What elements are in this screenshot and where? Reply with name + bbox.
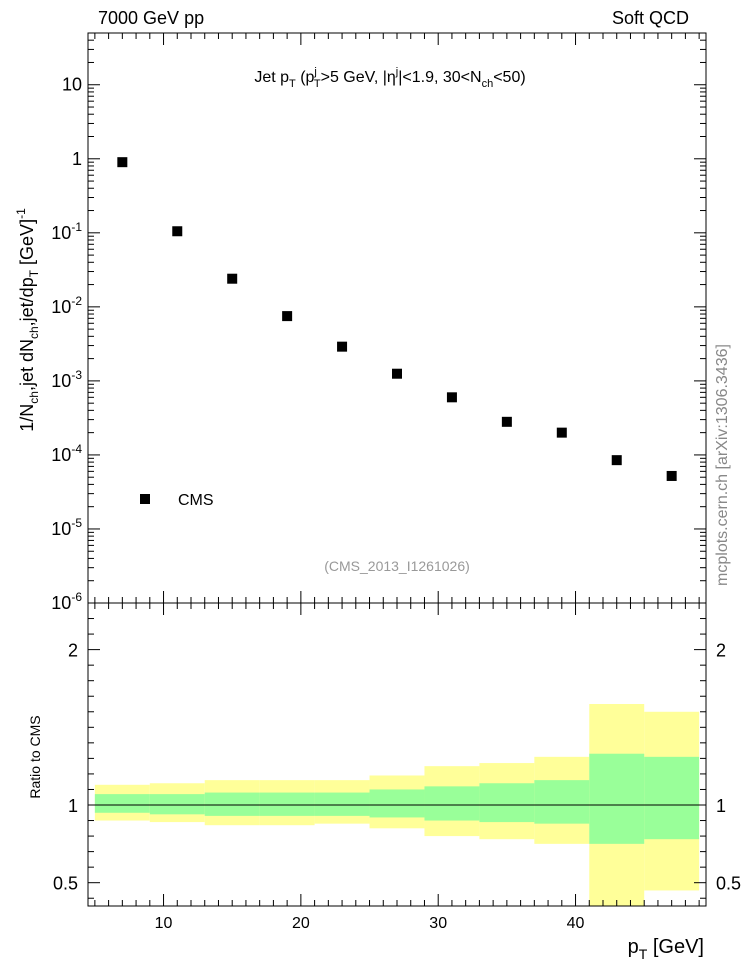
inner-band-bin: [259, 792, 315, 816]
ratio-y-tick-label-right: 1: [716, 796, 726, 816]
top-frame: [87, 32, 707, 604]
ratio-y-tick-label: 1: [68, 796, 78, 816]
header-right: Soft QCD: [611, 8, 689, 28]
axes: 10-6 10-5 10-4 10-3 10-2 10-1 1 10 10 20 30 40 0.5 0.…: [51, 32, 741, 932]
inner-band-bin: [644, 756, 700, 840]
data-point: [446, 392, 457, 403]
x-tick-label: 20: [292, 915, 310, 932]
data-point: [501, 416, 512, 427]
inner-band-bin: [204, 792, 260, 816]
top-plot-title: Jet pT (pj T>5 GeV, |ηj|<1.9, 30<Nch<50): [254, 66, 525, 90]
y-tick-label: 10: [62, 75, 82, 95]
inner-band-bin: [424, 786, 480, 821]
y-tick-label: 10-2: [51, 294, 82, 317]
ratio-y-tick-label: 0.5: [53, 874, 78, 894]
inner-band-bin: [314, 792, 370, 816]
data-points: [117, 157, 677, 481]
data-point: [556, 427, 567, 438]
legend: CMS: [140, 492, 214, 509]
y-tick-label: 10-3: [51, 368, 82, 391]
inner-band-bin: [589, 753, 645, 844]
header-left: 7000 GeV pp: [98, 8, 205, 28]
data-point: [172, 226, 183, 237]
inner-band-bin: [149, 794, 205, 815]
x-tick-label: 40: [567, 915, 585, 932]
y-tick-label: 10-6: [51, 590, 82, 613]
x-tick-label: 10: [155, 915, 173, 932]
legend-label: CMS: [178, 492, 214, 509]
y-tick-label: 10-4: [51, 442, 82, 465]
ratio-y-tick-label: 2: [68, 641, 78, 661]
top-y-axis-label: 1/Nch,jet dNch,jet/dpT [GeV]-1: [14, 208, 41, 432]
y-tick-label: 10-5: [51, 516, 82, 539]
inner-band-bin: [534, 780, 590, 824]
y-tick-label: 10-1: [51, 220, 82, 243]
data-point: [337, 341, 348, 352]
legend-marker: [140, 494, 150, 504]
ratio-bands: [88, 704, 706, 906]
side-label: mcplots.cern.ch [arXiv:1306.3436]: [714, 344, 731, 586]
inner-band-bin: [94, 794, 150, 813]
y-tick-label: 1: [72, 149, 82, 169]
data-point: [392, 368, 402, 379]
data-point: [666, 470, 677, 481]
x-tick-label: 30: [429, 915, 447, 932]
data-point: [117, 157, 128, 168]
x-axis-label: pT [GeV]: [628, 936, 704, 962]
data-point: [611, 455, 622, 466]
inner-band-bin: [479, 783, 535, 823]
ratio-y-tick-label-right: 2: [716, 641, 726, 661]
ratio-y-tick-label-right: 0.5: [716, 874, 741, 894]
analysis-tag: (CMS_2013_I1261026): [324, 558, 470, 574]
data-point: [227, 273, 238, 284]
ratio-y-axis-label: Ratio to CMS: [27, 715, 43, 798]
inner-band-bin: [369, 789, 425, 818]
data-point: [282, 311, 293, 322]
